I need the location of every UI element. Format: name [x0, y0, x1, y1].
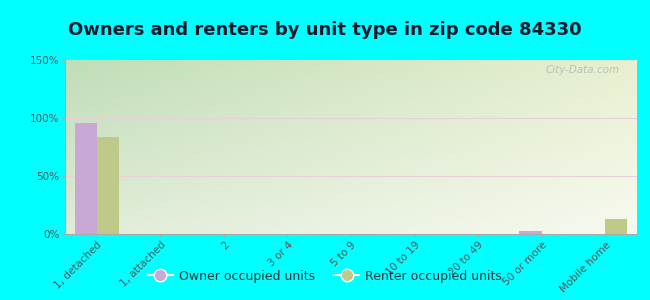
Text: Owners and renters by unit type in zip code 84330: Owners and renters by unit type in zip c… — [68, 21, 582, 39]
Bar — [519, 230, 541, 234]
Legend: Owner occupied units, Renter occupied units: Owner occupied units, Renter occupied un… — [143, 265, 507, 288]
Text: City-Data.com: City-Data.com — [546, 65, 620, 75]
Bar — [75, 123, 97, 234]
Bar — [605, 219, 627, 234]
Bar — [97, 136, 119, 234]
